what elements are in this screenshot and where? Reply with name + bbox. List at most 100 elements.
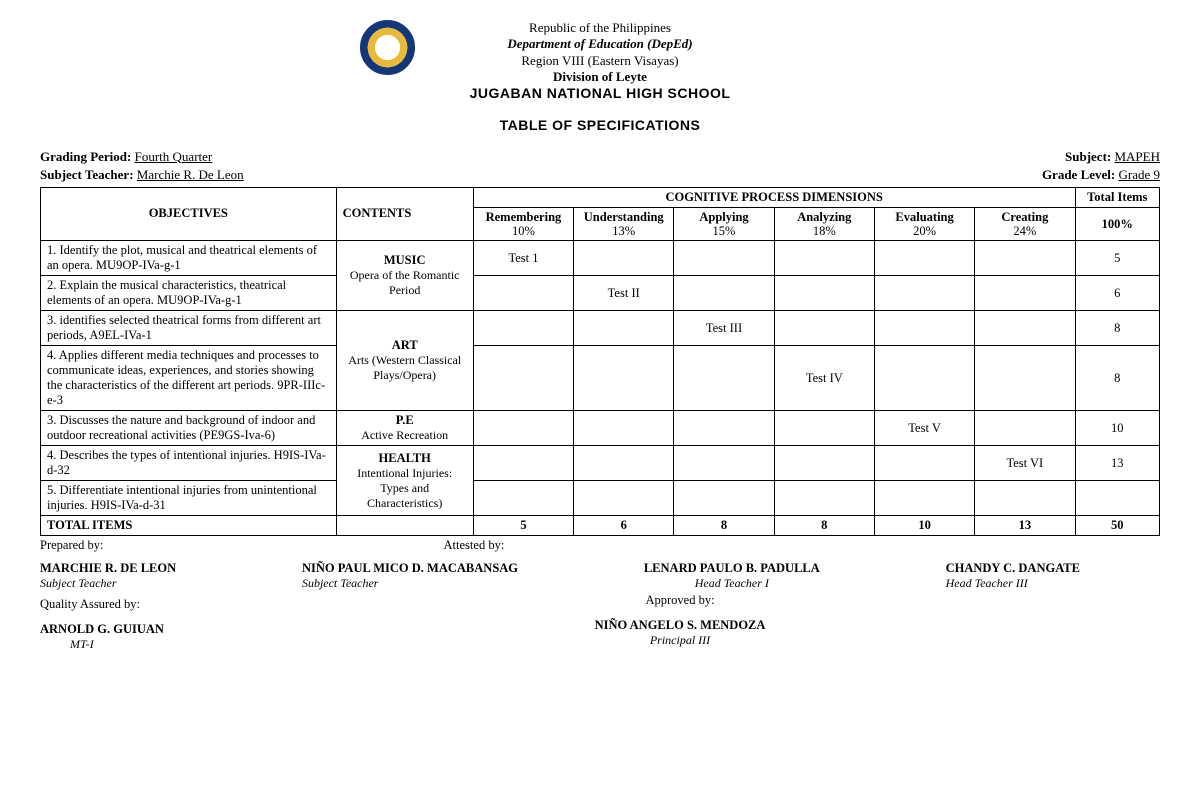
cell	[874, 446, 974, 481]
cell	[473, 446, 573, 481]
th-cognitive: COGNITIVE PROCESS DIMENSIONS	[473, 187, 1075, 207]
total-c2: 8	[674, 516, 774, 536]
obj-5: 3. Discusses the nature and background o…	[41, 411, 337, 446]
cell	[473, 411, 573, 446]
cell	[473, 311, 573, 346]
grand-total: 50	[1075, 516, 1160, 536]
hdr-region: Region VIII (Eastern Visayas)	[470, 53, 731, 69]
attested-label: Attested by:	[444, 538, 505, 553]
table-row: 1. Identify the plot, musical and theatr…	[41, 241, 1160, 276]
hdr-deped: Department of Education (DepEd)	[470, 36, 731, 52]
cell	[574, 311, 674, 346]
table-row: 4. Applies different media techniques an…	[41, 346, 1160, 411]
cell	[975, 411, 1075, 446]
doc-title: TABLE OF SPECIFICATIONS	[470, 117, 731, 133]
table-row: 5. Differentiate intentional injuries fr…	[41, 481, 1160, 516]
total-c5: 13	[975, 516, 1075, 536]
prepared-label: Prepared by:	[40, 538, 104, 553]
cell	[674, 276, 774, 311]
grade-label: Grade Level:	[1042, 167, 1115, 182]
th-objectives: OBJECTIVES	[41, 187, 337, 241]
cell: Test VI	[975, 446, 1075, 481]
cell	[774, 446, 874, 481]
sig-3: LENARD PAULO B. PADULLA Head Teacher I	[644, 561, 820, 591]
hdr-republic: Republic of the Philippines	[470, 20, 731, 36]
total-c3: 8	[774, 516, 874, 536]
cell	[574, 241, 674, 276]
table-row: 2. Explain the musical characteristics, …	[41, 276, 1160, 311]
obj-6: 4. Describes the types of intentional in…	[41, 446, 337, 481]
sig-4: CHANDY C. DANGATE Head Teacher III	[946, 561, 1160, 591]
cell	[774, 481, 874, 516]
approved-name: NIÑO ANGELO S. MENDOZA	[460, 618, 900, 633]
approved-role: Principal III	[460, 633, 900, 648]
cell	[774, 311, 874, 346]
cell	[674, 481, 774, 516]
document-header: Republic of the Philippines Department o…	[40, 20, 1160, 134]
cell	[574, 481, 674, 516]
cell	[674, 346, 774, 411]
th-total: Total Items	[1075, 187, 1160, 207]
sig-1: MARCHIE R. DE LEON Subject Teacher	[40, 561, 176, 591]
cell	[774, 241, 874, 276]
table-row-total: TOTAL ITEMS 5 6 8 8 10 13 50	[41, 516, 1160, 536]
approved-label: Approved by:	[460, 593, 900, 608]
cell	[874, 311, 974, 346]
cell	[473, 346, 573, 411]
row-total: 8	[1075, 311, 1160, 346]
th-dim-analyzing: Analyzing18%	[774, 207, 874, 241]
cell	[975, 311, 1075, 346]
table-row: 3. identifies selected theatrical forms …	[41, 311, 1160, 346]
subject-label: Subject:	[1065, 149, 1111, 164]
table-row: 3. Discusses the nature and background o…	[41, 411, 1160, 446]
cell: Test V	[874, 411, 974, 446]
th-dim-understanding: Understanding13%	[574, 207, 674, 241]
cell	[975, 346, 1075, 411]
total-c0: 5	[473, 516, 573, 536]
th-contents: CONTENTS	[336, 187, 473, 241]
signature-block: Prepared by: Attested by: MARCHIE R. DE …	[40, 538, 1160, 652]
th-dim-remembering: Remembering10%	[473, 207, 573, 241]
obj-4: 4. Applies different media techniques an…	[41, 346, 337, 411]
cell	[874, 346, 974, 411]
cell	[473, 276, 573, 311]
obj-3: 3. identifies selected theatrical forms …	[41, 311, 337, 346]
total-c1: 6	[574, 516, 674, 536]
th-dim-creating: Creating24%	[975, 207, 1075, 241]
cell	[975, 276, 1075, 311]
qa-label: Quality Assured by:	[40, 597, 460, 612]
cell	[874, 241, 974, 276]
meta-row-1: Grading Period: Fourth Quarter Subject: …	[40, 149, 1160, 165]
cell	[774, 411, 874, 446]
obj-7: 5. Differentiate intentional injuries fr…	[41, 481, 337, 516]
cell	[473, 481, 573, 516]
content-art: ART Arts (Western Classical Plays/Opera)	[336, 311, 473, 411]
qa-name: ARNOLD G. GUIUAN	[40, 622, 460, 637]
grade-value: Grade 9	[1118, 167, 1160, 182]
cell	[674, 411, 774, 446]
teacher-value: Marchie R. De Leon	[137, 167, 244, 182]
row-total: 10	[1075, 411, 1160, 446]
grading-value: Fourth Quarter	[135, 149, 213, 164]
content-pe: P.E Active Recreation	[336, 411, 473, 446]
content-health: HEALTH Intentional Injuries: Types and C…	[336, 446, 473, 516]
table-row: 4. Describes the types of intentional in…	[41, 446, 1160, 481]
th-dim-evaluating: Evaluating20%	[874, 207, 974, 241]
content-music: MUSIC Opera of the Romantic Period	[336, 241, 473, 311]
cell: Test 1	[473, 241, 573, 276]
cell	[774, 276, 874, 311]
cell	[574, 346, 674, 411]
cell	[336, 516, 473, 536]
total-label: TOTAL ITEMS	[41, 516, 337, 536]
row-total: 5	[1075, 241, 1160, 276]
obj-1: 1. Identify the plot, musical and theatr…	[41, 241, 337, 276]
row-total	[1075, 481, 1160, 516]
hdr-school: JUGABAN NATIONAL HIGH SCHOOL	[470, 85, 731, 103]
total-c4: 10	[874, 516, 974, 536]
tos-table: OBJECTIVES CONTENTS COGNITIVE PROCESS DI…	[40, 187, 1160, 537]
hdr-division: Division of Leyte	[470, 69, 731, 85]
cell	[874, 481, 974, 516]
cell	[874, 276, 974, 311]
grading-label: Grading Period:	[40, 149, 131, 164]
sig-2: NIÑO PAUL MICO D. MACABANSAG Subject Tea…	[302, 561, 518, 591]
